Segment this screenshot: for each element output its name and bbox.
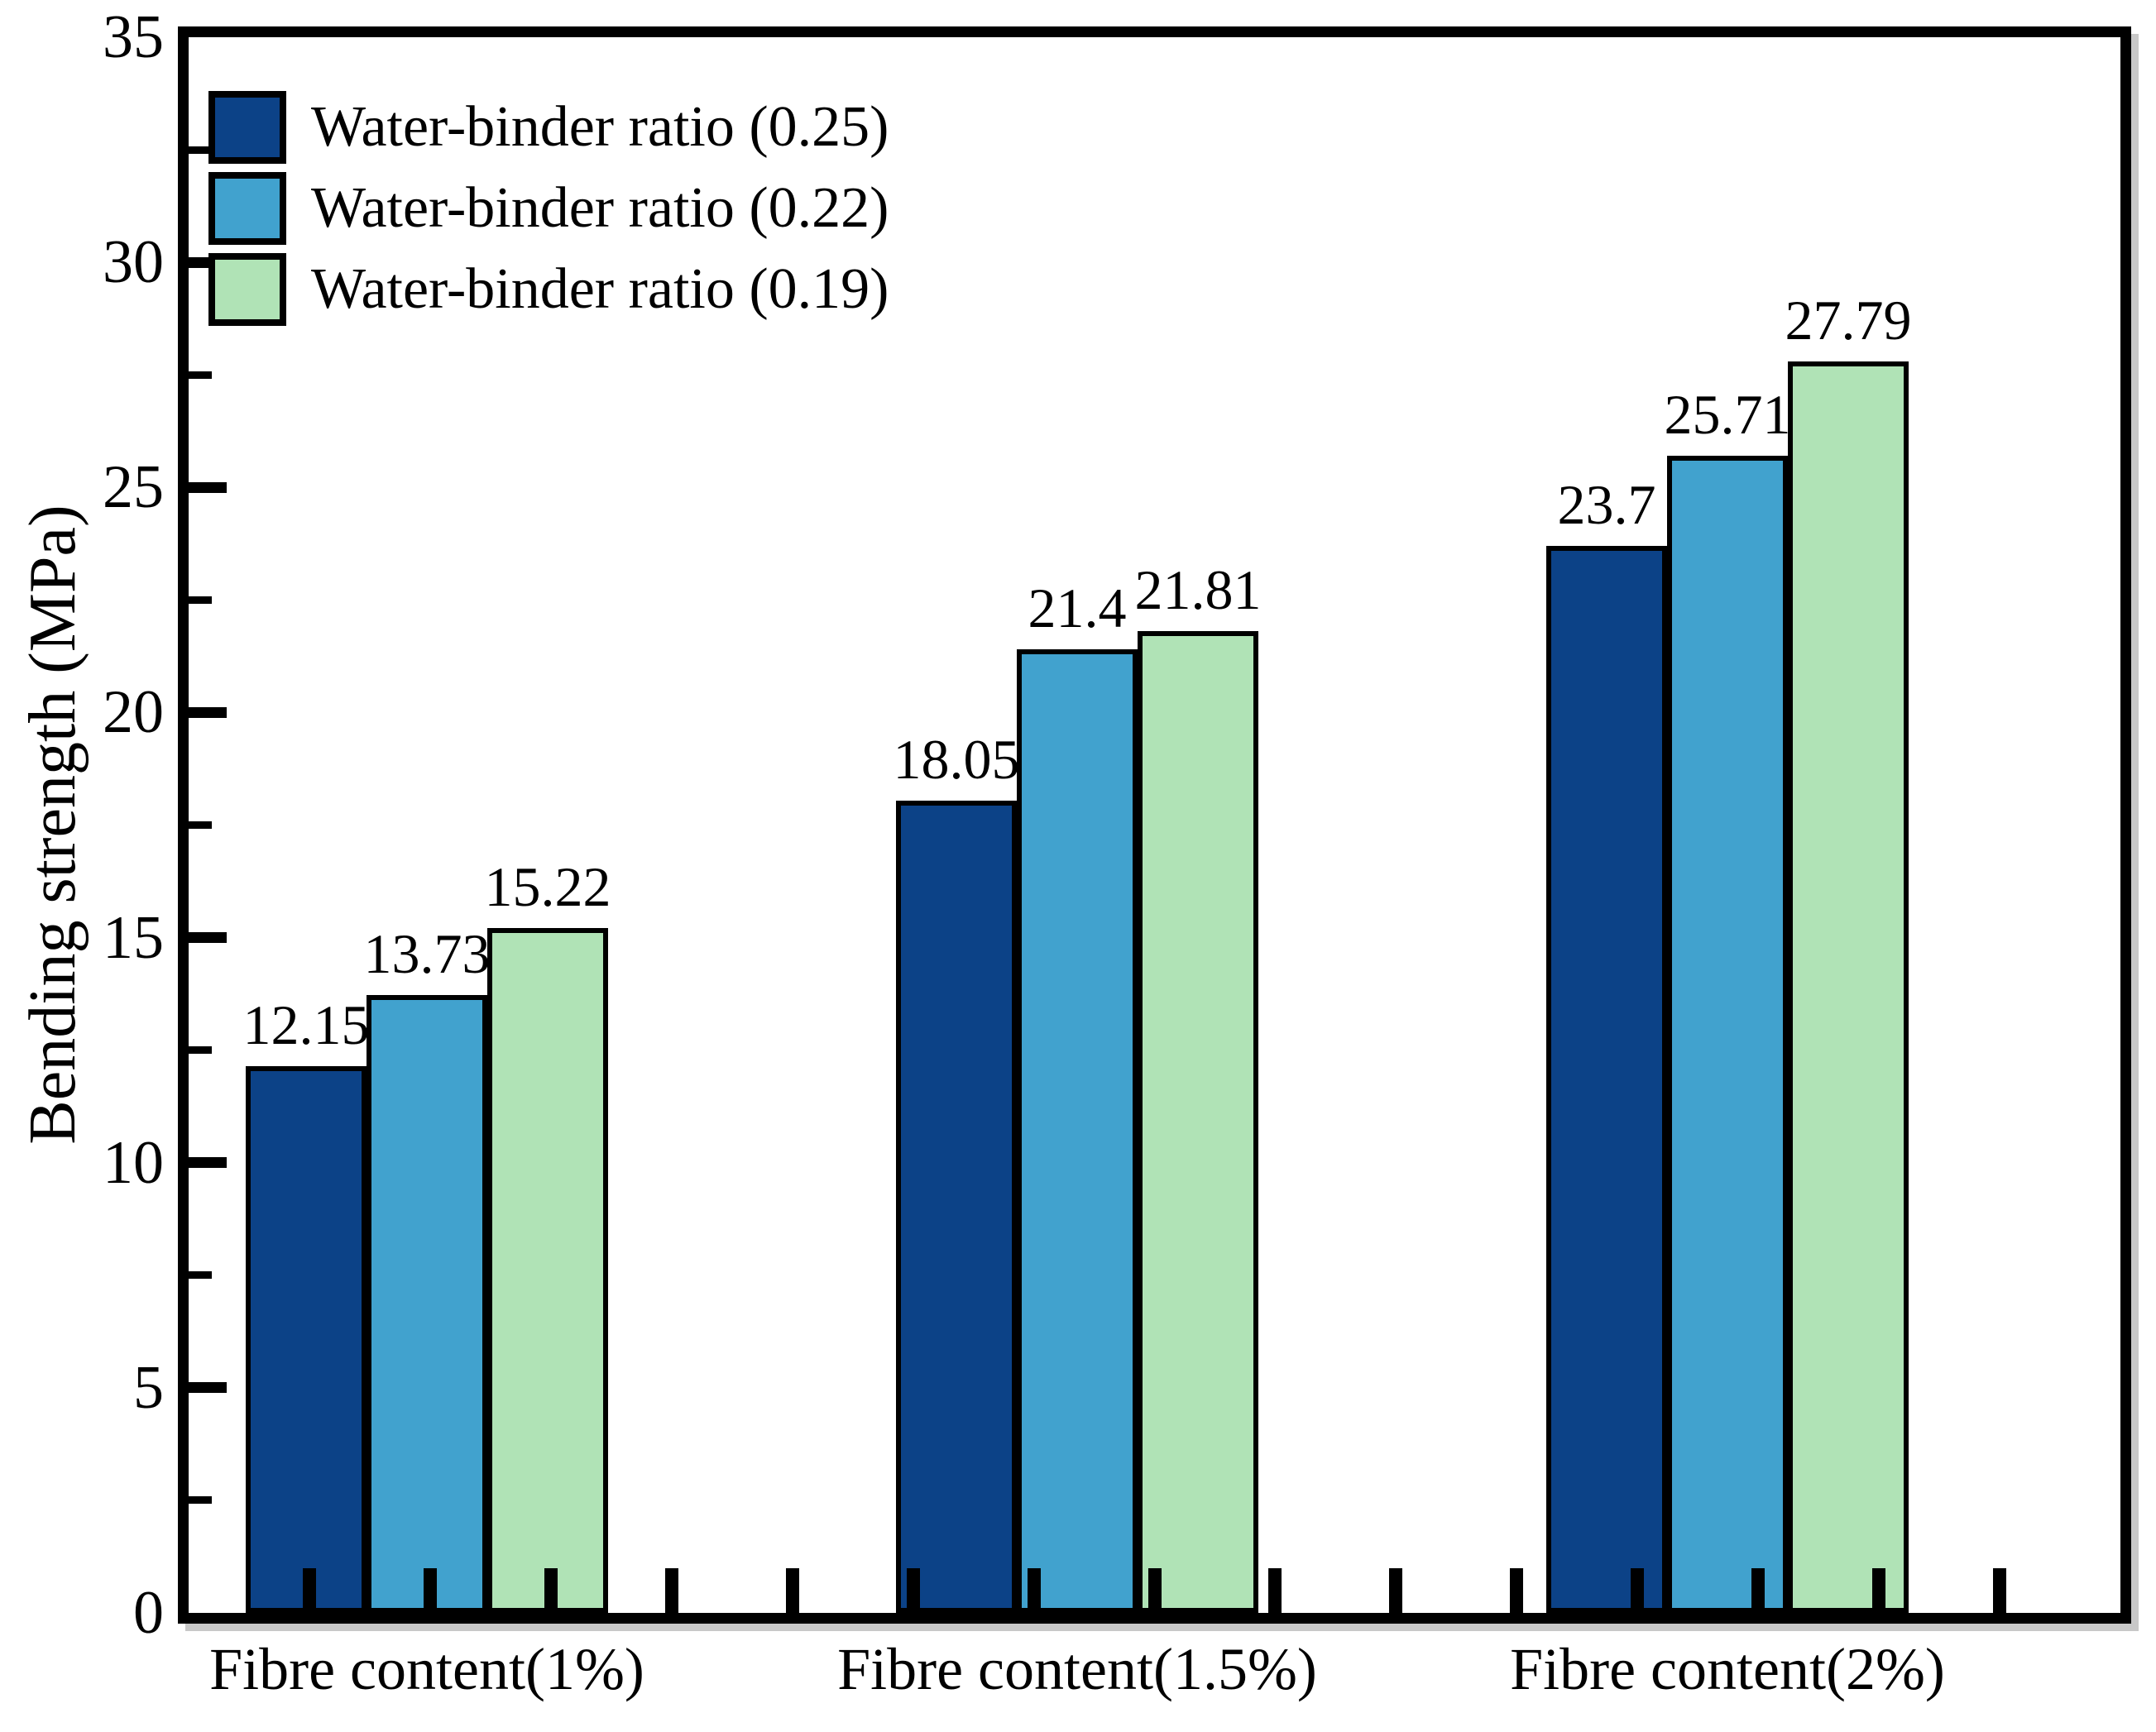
- legend: Water-binder ratio (0.25) Water-binder ra…: [208, 91, 889, 334]
- y-tick-label: 30: [103, 228, 164, 297]
- y-tick-label: 10: [103, 1128, 164, 1197]
- x-axis-tick: [1268, 1568, 1282, 1613]
- legend-swatch: [208, 172, 286, 245]
- bar: [1138, 630, 1258, 1613]
- bar-value-label: 12.15: [242, 993, 370, 1056]
- bar-value-label: 27.79: [1785, 289, 1912, 352]
- bar-value-label: 21.4: [1028, 577, 1127, 640]
- x-axis-tick: [423, 1568, 437, 1613]
- bar: [487, 927, 608, 1613]
- legend-swatch: [208, 91, 286, 164]
- y-tick-label: 35: [103, 3, 164, 71]
- x-axis-tick: [785, 1568, 799, 1613]
- y-tick-label: 0: [133, 1579, 164, 1647]
- x-axis-tick: [302, 1568, 316, 1613]
- x-category-label: Fibre content(1%): [209, 1636, 644, 1702]
- y-axis-title: Bending strength (MPa): [17, 505, 89, 1145]
- bar-value-label: 13.73: [363, 921, 491, 985]
- y-minor-tick: [189, 146, 212, 154]
- y-tick-label: 20: [103, 678, 164, 747]
- legend-item: Water-binder ratio (0.19): [208, 253, 889, 326]
- x-axis-tick: [1389, 1568, 1403, 1613]
- x-axis-tick: [1510, 1568, 1524, 1613]
- bar: [1017, 649, 1138, 1613]
- x-axis-tick: [1147, 1568, 1162, 1613]
- bar: [1667, 455, 1788, 1613]
- y-minor-tick: [189, 1496, 212, 1505]
- x-category-label: Fibre content(1.5%): [837, 1636, 1317, 1702]
- y-tick-label: 25: [103, 453, 164, 522]
- plot-area: 12.15 13.73 15.22 18.05 21.4 21.81 23.7 25.71 27…: [178, 26, 2131, 1624]
- bar-value-label: 25.71: [1664, 382, 1791, 446]
- legend-label: Water-binder ratio (0.25): [311, 95, 889, 159]
- bar: [1788, 361, 1909, 1613]
- y-minor-tick: [189, 371, 212, 379]
- x-axis-tick: [1027, 1568, 1041, 1613]
- legend-item: Water-binder ratio (0.22): [208, 172, 889, 245]
- x-category-label: Fibre content(2%): [1510, 1636, 1945, 1702]
- bar-value-label: 21.81: [1134, 557, 1262, 621]
- bar-value-label: 18.05: [893, 727, 1020, 791]
- bar: [1546, 546, 1667, 1613]
- legend-label: Water-binder ratio (0.22): [311, 176, 889, 240]
- y-tick-label: 15: [103, 903, 164, 972]
- y-major-tick: [189, 932, 227, 944]
- y-major-tick: [189, 1157, 227, 1169]
- x-axis-tick: [1631, 1568, 1645, 1613]
- x-axis-tick: [1751, 1568, 1766, 1613]
- y-major-tick: [189, 1382, 227, 1394]
- x-axis-tick: [1872, 1568, 1886, 1613]
- bar-value-label: 23.7: [1557, 473, 1656, 537]
- y-tick-label: 5: [133, 1353, 164, 1422]
- y-minor-tick: [189, 1271, 212, 1280]
- bar: [896, 800, 1017, 1613]
- legend-swatch: [208, 253, 286, 326]
- y-minor-tick: [189, 1046, 212, 1055]
- y-major-tick: [189, 481, 227, 493]
- legend-item: Water-binder ratio (0.25): [208, 91, 889, 164]
- x-axis-tick: [544, 1568, 558, 1613]
- bar-value-label: 15.22: [484, 854, 611, 918]
- x-axis-tick: [906, 1568, 920, 1613]
- bar: [367, 994, 487, 1613]
- bar: [246, 1065, 367, 1613]
- y-major-tick: [189, 706, 227, 718]
- legend-label: Water-binder ratio (0.19): [311, 257, 889, 321]
- y-minor-tick: [189, 821, 212, 829]
- y-minor-tick: [189, 596, 212, 604]
- x-axis-tick: [1993, 1568, 2007, 1613]
- x-axis-tick: [664, 1568, 678, 1613]
